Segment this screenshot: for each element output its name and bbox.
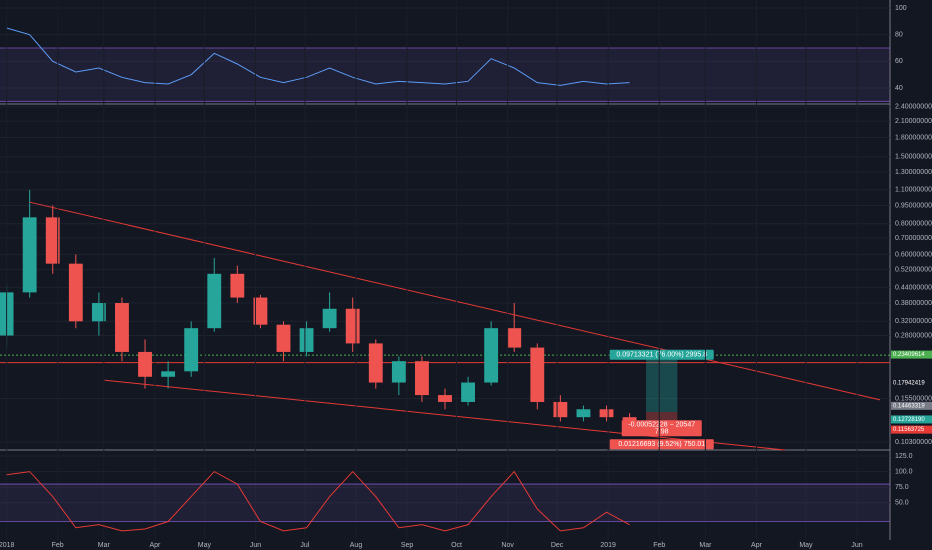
indicator-line bbox=[6, 470, 630, 532]
x-tick-label: Apr bbox=[149, 542, 161, 549]
y-tick-label: 0.95000000 bbox=[895, 202, 932, 209]
x-tick-label: Mar bbox=[699, 542, 712, 549]
candle-body bbox=[115, 303, 129, 352]
candle-body bbox=[45, 217, 60, 264]
candle-body bbox=[461, 382, 475, 402]
trend-line bbox=[104, 379, 785, 451]
target-label-box bbox=[609, 349, 714, 360]
x-tick-label: Mar bbox=[98, 542, 111, 549]
stop-label: 0.01216693 (9.52%) 750.01 bbox=[618, 441, 705, 448]
price-label: 0.11563725 bbox=[893, 427, 925, 433]
band bbox=[0, 484, 890, 522]
y-tick-label: 1.10000000 bbox=[895, 187, 932, 194]
candle-body bbox=[415, 361, 429, 396]
y-tick-label: 60 bbox=[895, 58, 903, 65]
candle-body bbox=[207, 273, 222, 329]
y-tick-label: 1.50000000 bbox=[895, 154, 932, 161]
candle-body bbox=[68, 263, 83, 322]
y-tick-label: 0.38000000 bbox=[895, 300, 932, 307]
y-tick-label: 0.28000000 bbox=[895, 332, 932, 339]
candle-body bbox=[507, 328, 522, 348]
price-label-box bbox=[891, 401, 932, 410]
candle-body bbox=[368, 343, 383, 383]
candle-body bbox=[322, 308, 337, 329]
y-tick-label: 40 bbox=[895, 85, 903, 92]
candle-body bbox=[622, 417, 637, 422]
y-tick-label: 100.0 bbox=[895, 468, 913, 475]
x-tick-label: Dec bbox=[551, 542, 564, 549]
y-tick-label: 0.52000000 bbox=[895, 266, 932, 273]
y-tick-label: 0.70000000 bbox=[895, 235, 932, 242]
candle-body bbox=[438, 395, 452, 402]
candle-body bbox=[345, 308, 360, 344]
y-tick-label: 2.10000000 bbox=[895, 118, 932, 125]
price-label: 0.14463319 bbox=[893, 403, 925, 409]
candle-body bbox=[91, 303, 106, 322]
x-tick-label: Sep bbox=[401, 542, 414, 549]
candle-body bbox=[276, 324, 291, 352]
x-tick-label: Jul bbox=[300, 542, 309, 549]
mid-label: 7.98 bbox=[655, 429, 669, 436]
candle-body bbox=[484, 328, 499, 383]
trend-line bbox=[29, 201, 881, 401]
band bbox=[0, 48, 890, 102]
price-label: 0.23409614 bbox=[893, 352, 925, 358]
candle-body bbox=[391, 361, 406, 383]
y-tick-label: 125.0 bbox=[895, 453, 913, 460]
candle-body bbox=[230, 273, 245, 298]
candle-body bbox=[553, 401, 568, 418]
y-tick-label: 0.80000000 bbox=[895, 221, 932, 228]
x-tick-label: Nov bbox=[501, 542, 514, 549]
x-tick-label: Aug bbox=[350, 542, 363, 549]
y-tick-label: 1.30000000 bbox=[895, 169, 932, 176]
x-tick-label: Apr bbox=[751, 542, 763, 549]
stop-label-box bbox=[609, 439, 714, 450]
y-tick-label: 80 bbox=[895, 32, 903, 39]
x-tick-label: May bbox=[198, 542, 212, 549]
candle-body bbox=[161, 371, 176, 377]
price-label: 0.12728190 bbox=[893, 417, 925, 423]
candle-body bbox=[253, 297, 268, 325]
x-tick-label: Jun bbox=[851, 542, 862, 549]
mid-label: -0.00052228 − 20547 bbox=[628, 422, 695, 429]
y-tick-label: 2.40000000 bbox=[895, 104, 932, 111]
candle-body bbox=[138, 351, 152, 377]
price-label-box bbox=[891, 350, 932, 359]
x-tick-label: Jun bbox=[250, 542, 261, 549]
target-label: 0.09713321 (76.00%) 2995.8 bbox=[616, 352, 707, 359]
candle-body bbox=[530, 347, 545, 402]
candle-body bbox=[599, 409, 614, 418]
x-tick-label: 2019 bbox=[600, 542, 616, 549]
y-tick-label: 1.80000000 bbox=[895, 134, 932, 141]
y-tick-label: 0.32000000 bbox=[895, 318, 932, 325]
position-stop-zone bbox=[646, 411, 678, 423]
y-tick-label: 0.44000000 bbox=[895, 284, 932, 291]
y-tick-label: 75.0 bbox=[895, 484, 909, 491]
indicator-line bbox=[6, 27, 630, 86]
x-tick-label: Oct bbox=[451, 542, 462, 549]
candle-body bbox=[22, 217, 37, 293]
candle-body bbox=[299, 328, 314, 352]
price-label-box bbox=[891, 378, 932, 387]
x-tick-label: Feb bbox=[52, 542, 64, 549]
x-tick-label: 2018 bbox=[0, 542, 14, 549]
candle-body bbox=[576, 409, 591, 418]
y-tick-label: 0.10300000 bbox=[895, 439, 932, 446]
y-tick-label: 0.60000000 bbox=[895, 251, 932, 258]
price-label-box bbox=[891, 415, 932, 424]
y-tick-label: 50.0 bbox=[895, 500, 909, 507]
price-label-box bbox=[891, 425, 932, 434]
position-target-zone bbox=[646, 354, 678, 412]
y-tick-label: 0.15500000 bbox=[895, 395, 932, 402]
x-tick-label: May bbox=[799, 542, 813, 549]
price-label: 0.17942419 bbox=[893, 380, 925, 386]
mid-label-box bbox=[621, 420, 702, 437]
x-tick-label: Feb bbox=[653, 542, 665, 549]
candle-body bbox=[184, 328, 199, 372]
y-tick-label: 100 bbox=[895, 5, 907, 12]
